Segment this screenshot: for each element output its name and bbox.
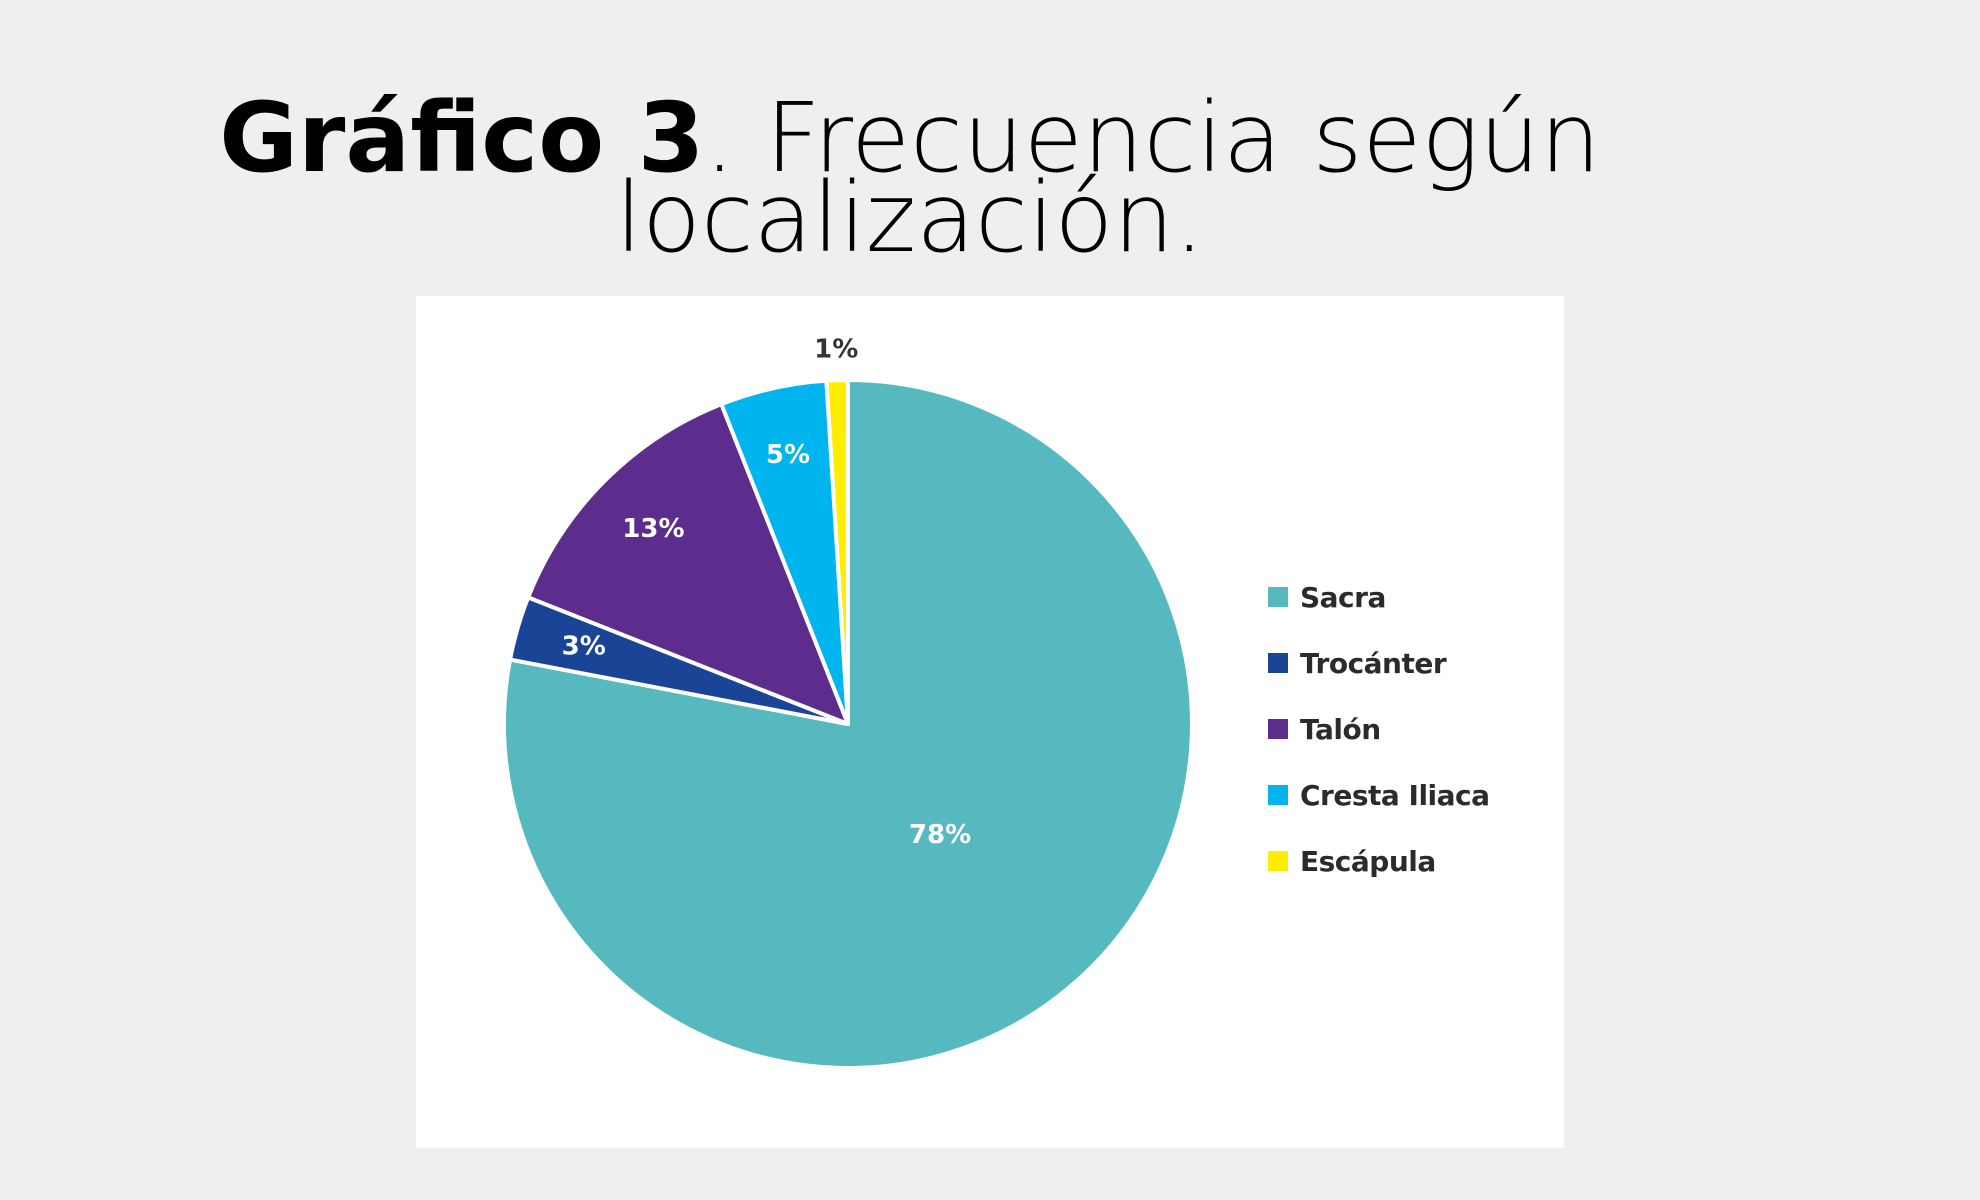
data-label-escapula: 1% (814, 335, 858, 365)
legend-label-trocanter: Trocánter (1300, 646, 1447, 680)
legend-item-sacra: Sacra (1268, 564, 1490, 630)
chart-panel: 78% 3% 13% 5% 1% Sacra Trocánter Talón Cresta I… (416, 296, 1564, 1148)
legend-item-trocanter: Trocánter (1268, 630, 1490, 696)
title-line-1: Gráfico 3. Frecuencia según (0, 90, 1820, 186)
pie-chart: 78% 3% 13% 5% 1% (502, 335, 1194, 1070)
legend-swatch-cresta-iliaca (1268, 785, 1288, 805)
legend-label-cresta-iliaca: Cresta Iliaca (1300, 778, 1490, 812)
chart-legend: Sacra Trocánter Talón Cresta Iliaca Escápula (1268, 564, 1490, 894)
pie-slice-sacra (502, 378, 1194, 1070)
title-line-2: localización. (615, 162, 1205, 274)
pie-slice-escapula (824, 378, 850, 726)
legend-item-escapula: Escápula (1268, 828, 1490, 894)
legend-label-escapula: Escápula (1300, 844, 1436, 878)
data-label-trocanter: 3% (562, 632, 606, 662)
legend-label-sacra: Sacra (1300, 580, 1386, 614)
title-rest: . Frecuencia según (704, 82, 1601, 194)
data-label-talon: 13% (622, 514, 684, 544)
legend-swatch-talon (1268, 719, 1288, 739)
legend-swatch-escapula (1268, 851, 1288, 871)
data-label-sacra: 78% (909, 820, 971, 850)
pie-slice-talon (526, 402, 850, 726)
legend-item-talon: Talón (1268, 696, 1490, 762)
legend-label-talon: Talón (1300, 712, 1381, 746)
title-bold: Gráfico 3 (219, 82, 705, 194)
legend-swatch-sacra (1268, 587, 1288, 607)
data-label-cresta-iliaca: 5% (766, 440, 810, 470)
chart-title: Gráfico 3. Frecuencia según localización… (0, 90, 1820, 274)
legend-swatch-trocanter (1268, 653, 1288, 673)
legend-item-cresta-iliaca: Cresta Iliaca (1268, 762, 1490, 828)
